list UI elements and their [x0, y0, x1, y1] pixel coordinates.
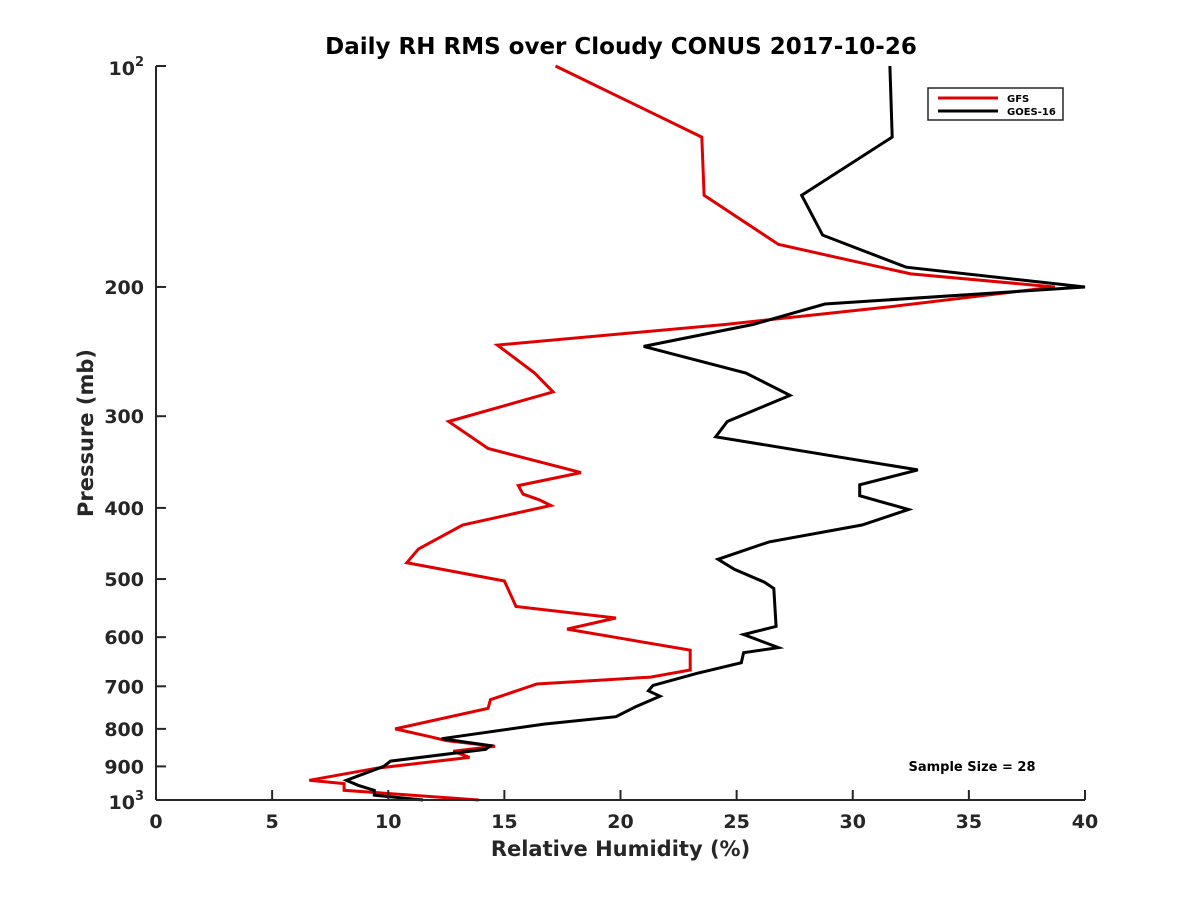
x-axis-label: Relative Humidity (%)	[491, 837, 750, 861]
plot-lines	[309, 64, 1086, 802]
legend-label: GFS	[1007, 94, 1029, 105]
y-tick-label: 900	[104, 756, 144, 778]
y-tick-label: 400	[104, 498, 144, 520]
x-tick-label: 20	[607, 811, 633, 833]
x-axis-ticks: 0 5 10 15 20 25 30 35 40	[149, 790, 1098, 833]
x-tick-label: 35	[956, 811, 982, 833]
y-tick-label: 103	[109, 789, 145, 814]
legend-label: GOES-16	[1007, 107, 1056, 118]
x-tick-label: 30	[840, 811, 866, 833]
x-tick-label: 25	[723, 811, 749, 833]
y-axis-label: Pressure (mb)	[74, 349, 98, 517]
y-tick-label: 500	[104, 569, 144, 591]
x-tick-label: 10	[375, 811, 401, 833]
legend-box	[927, 87, 1064, 121]
y-tick-label: 102	[109, 55, 145, 80]
sample-size-annotation: Sample Size = 28	[908, 760, 1035, 775]
y-tick-label: 300	[104, 406, 144, 428]
chart-title: Daily RH RMS over Cloudy CONUS 2017-10-2…	[325, 34, 917, 60]
series-line-goes-16	[342, 65, 1086, 802]
x-tick-label: 40	[1072, 811, 1098, 833]
legend: GFS GOES-16	[927, 87, 1064, 121]
y-tick-label: 800	[104, 719, 144, 741]
y-tick-label: 200	[104, 277, 144, 299]
axes	[155, 66, 1085, 801]
x-tick-label: 0	[149, 811, 162, 833]
x-tick-label: 15	[491, 811, 517, 833]
x-tick-label: 5	[266, 811, 279, 833]
series-line-gfs	[309, 64, 1055, 802]
y-axis-ticks: 102 200 300 400 500 600 700 800 900 103	[104, 55, 166, 814]
y-tick-label: 700	[104, 676, 144, 698]
y-tick-label: 600	[104, 627, 144, 649]
